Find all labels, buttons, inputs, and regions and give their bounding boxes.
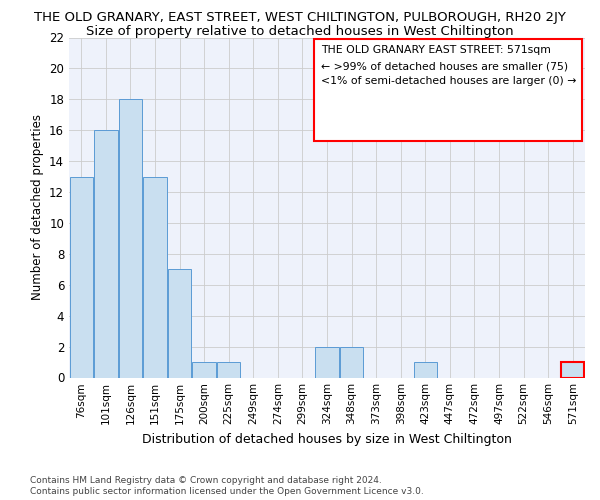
Bar [70, 176, 93, 378]
Text: Size of property relative to detached houses in West Chiltington: Size of property relative to detached ho… [86, 25, 514, 38]
X-axis label: Distribution of detached houses by size in West Chiltington: Distribution of detached houses by size … [142, 433, 512, 446]
Bar [217, 362, 241, 378]
Text: Contains HM Land Registry data © Crown copyright and database right 2024.: Contains HM Land Registry data © Crown c… [30, 476, 382, 485]
Bar [340, 346, 363, 378]
Bar [561, 362, 584, 378]
Bar [413, 362, 437, 378]
Bar [119, 100, 142, 378]
Bar [316, 346, 338, 378]
Y-axis label: Number of detached properties: Number of detached properties [31, 114, 44, 300]
Text: THE OLD GRANARY, EAST STREET, WEST CHILTINGTON, PULBOROUGH, RH20 2JY: THE OLD GRANARY, EAST STREET, WEST CHILT… [34, 12, 566, 24]
Text: <1% of semi-detached houses are larger (0) →: <1% of semi-detached houses are larger (… [322, 76, 577, 86]
Bar [193, 362, 216, 378]
Bar [94, 130, 118, 378]
Text: ← >99% of detached houses are smaller (75): ← >99% of detached houses are smaller (7… [322, 61, 568, 71]
Text: THE OLD GRANARY EAST STREET: 571sqm: THE OLD GRANARY EAST STREET: 571sqm [322, 45, 551, 55]
Text: Contains public sector information licensed under the Open Government Licence v3: Contains public sector information licen… [30, 487, 424, 496]
Bar [143, 176, 167, 378]
Bar [168, 270, 191, 378]
